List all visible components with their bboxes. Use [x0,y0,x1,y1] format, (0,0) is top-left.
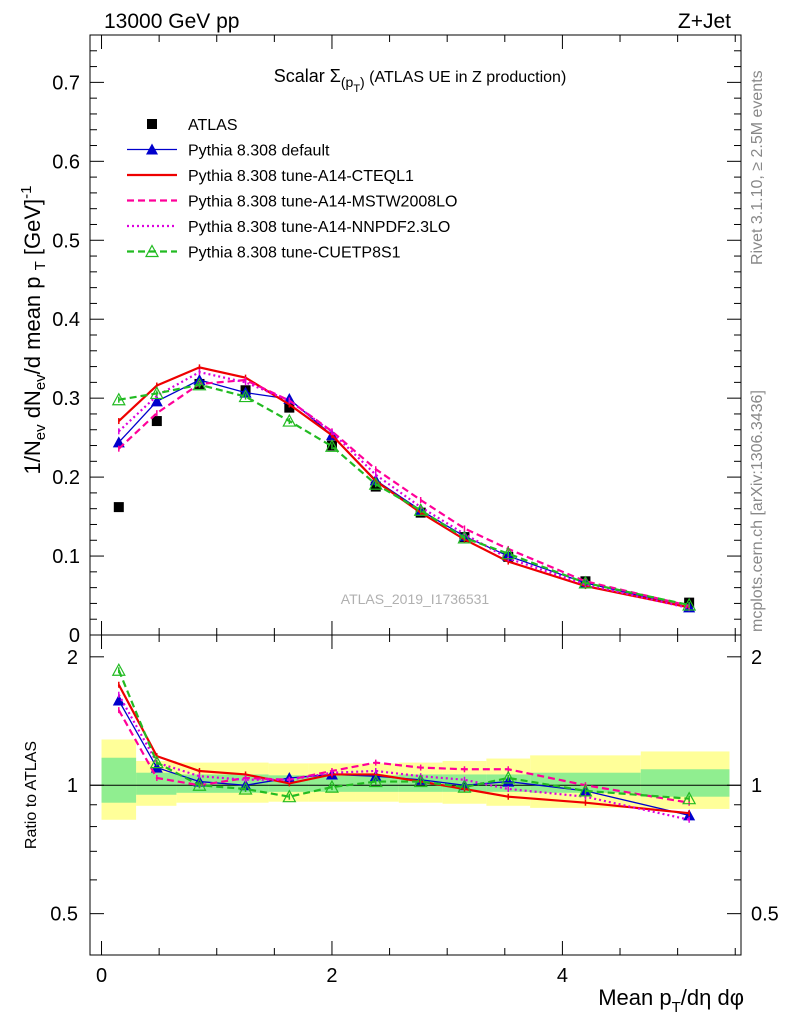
data-point [151,416,162,427]
data-point [144,244,160,258]
y-axis-label: 1/Nev dNev/d mean p T [GeV]-1 [18,185,49,474]
ratio-panel: Ratio to ATLAS Mean pT/dη dφ 0 2 4 0.5 0.5 1 1… [23,634,779,1016]
series-pythia-8-308-default [112,374,696,613]
uncertainty-band-inner [136,772,177,795]
legend-item: Pythia 8.308 default [127,143,330,160]
uncertainty-band-inner [308,775,356,792]
y-tick-label: 0.6 [52,151,80,173]
data-point [413,503,428,516]
ratio-line [117,694,690,821]
series-pythia-8-308-tune-cuetp8s1 [111,377,697,611]
data-point [501,770,516,784]
uncertainty-band-inner [101,757,137,803]
data-point [238,389,253,403]
legend: ATLAS Pythia 8.308 default Pythia 8.308 tu… [127,117,457,262]
data-point [238,781,253,795]
ratio-line [117,684,690,815]
chart-title: Scalar Σ(pT) (ATLAS UE in Z production) [274,66,567,95]
data-point [282,413,297,427]
legend-item: Pythia 8.308 tune-CUETP8S1 [127,244,401,262]
series-pythia-8-308-tune-a14-mstw2008lo [118,377,690,609]
series-line [118,379,690,609]
ratio-line [117,669,690,800]
y-tick-label: 0.3 [52,388,80,410]
x-axis-label: Mean pT/dη dφ [598,985,744,1016]
rivet-version-label: Rivet 3.1.10, ≥ 2.5M events [749,70,766,265]
legend-label: ATLAS [188,117,238,134]
ratio-y-tick-label: 2 [67,647,78,669]
data-point [578,575,593,589]
process-label: Z+Jet [678,10,731,33]
data-point [284,402,295,413]
main-panel: Scalar Σ(pT) (ATLAS UE in Z production) … [18,34,742,647]
series-line [118,383,690,607]
data-point [457,779,472,793]
legend-label: Pythia 8.308 tune-CUETP8S1 [188,245,401,262]
data-point [368,476,383,490]
data-point [682,791,697,805]
data-point [147,119,157,129]
data-point [282,789,297,803]
data-point [113,502,124,513]
legend-label: Pythia 8.308 tune-A14-MSTW2008LO [188,194,457,211]
source-label: mcplots.cern.ch [arXiv:1306.3436] [749,390,766,632]
ratio-series-pythia-8-308-tune-cuetp8s1 [111,663,697,805]
data-point [501,546,516,560]
data-point [457,530,472,544]
data-point [192,377,207,391]
y-tick-label: 0.7 [52,72,80,94]
legend-item: Pythia 8.308 tune-A14-MSTW2008LO [127,194,457,211]
data-point [111,392,126,406]
series-atlas [113,378,695,608]
ratio-y-tick-label-right: 0.5 [751,904,779,926]
data-point [368,774,383,788]
y-tick-label: 0.2 [52,467,80,489]
ratio-y-tick-label-right: 1 [751,775,762,797]
y-tick-label: 0.1 [52,546,80,568]
data-point [149,386,164,400]
ratio-y-tick-label-right: 2 [751,647,762,669]
y-tick-label: 0 [69,625,80,647]
legend-item: Pythia 8.308 tune-A14-CTEQL1 [127,168,414,185]
legend-item: ATLAS [147,117,238,134]
series-line [118,378,690,607]
data-point [150,395,163,407]
data-point [682,597,697,611]
uncertainty-band-inner [640,769,730,797]
data-point [146,143,158,155]
ratio-line [117,709,690,804]
x-tick-label: 4 [557,965,568,987]
data-point [413,774,428,788]
ratio-y-axis-label: Ratio to ATLAS [23,741,40,849]
energy-label: 13000 GeV pp [104,10,239,33]
data-point [502,775,515,787]
uncertainty-band-inner [355,775,399,792]
data-point [578,783,593,797]
y-tick-label: 0.5 [52,230,80,252]
data-point [149,755,164,769]
ratio-y-tick-label: 0.5 [50,904,78,926]
data-point [192,777,207,791]
x-tick-label: 0 [96,965,107,987]
data-point [111,663,126,676]
ratio-y-tick-label: 1 [67,775,78,797]
series-pythia-8-308-tune-a14-nnpdf2-3lo [118,369,690,612]
data-point [324,779,339,793]
legend-label: Pythia 8.308 tune-A14-NNPDF2.3LO [188,219,450,236]
x-tick-label: 2 [326,965,337,987]
legend-item: Pythia 8.308 tune-A14-NNPDF2.3LO [127,219,450,236]
y-tick-label: 0.4 [52,309,80,331]
ratio-plot-frame [89,634,742,956]
data-point [324,439,339,452]
data-point [112,694,125,706]
legend-label: Pythia 8.308 default [188,143,330,160]
series-line [118,370,690,610]
analysis-label: ATLAS_2019_I1736531 [341,591,490,607]
series-line [118,366,690,609]
legend-label: Pythia 8.308 tune-A14-CTEQL1 [188,168,414,185]
